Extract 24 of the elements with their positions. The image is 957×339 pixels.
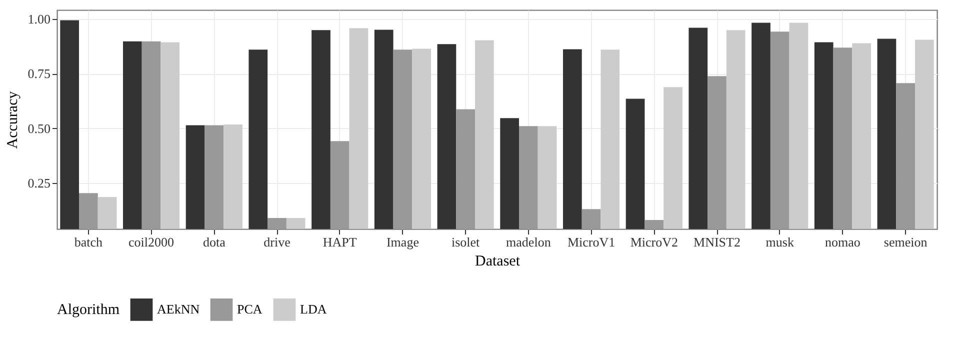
x-tick-label: MNIST2 bbox=[694, 234, 740, 250]
x-tick-label: nomao bbox=[825, 234, 860, 250]
x-tick-label: isolet bbox=[451, 234, 480, 250]
legend-label: LDA bbox=[300, 302, 328, 317]
x-tick-label: HAPT bbox=[322, 234, 357, 250]
y-tick-label: 0.50 bbox=[28, 120, 50, 136]
x-tick-label: batch bbox=[74, 234, 103, 250]
y-axis-title: Accuracy bbox=[4, 90, 21, 149]
legend-title: Algorithm bbox=[57, 302, 120, 318]
x-axis-title: Dataset bbox=[475, 254, 521, 270]
y-tick-label: 0.25 bbox=[28, 176, 50, 191]
x-tick-label: drive bbox=[264, 234, 291, 250]
legend-label: PCA bbox=[237, 302, 263, 317]
x-tick-label: MicroV2 bbox=[630, 234, 678, 250]
x-tick-label: madelon bbox=[506, 234, 552, 250]
x-tick-label: coil2000 bbox=[128, 234, 174, 250]
x-tick-label: Image bbox=[386, 234, 420, 250]
x-tick-label: musk bbox=[766, 234, 794, 250]
x-tick-label: MicroV1 bbox=[567, 234, 616, 250]
legend-label: AEkNN bbox=[157, 302, 200, 317]
x-tick-label: semeion bbox=[884, 234, 928, 250]
x-tick-label: dota bbox=[202, 234, 226, 250]
y-tick-label: 0.75 bbox=[28, 66, 50, 82]
y-tick-label: 1.00 bbox=[28, 11, 50, 26]
